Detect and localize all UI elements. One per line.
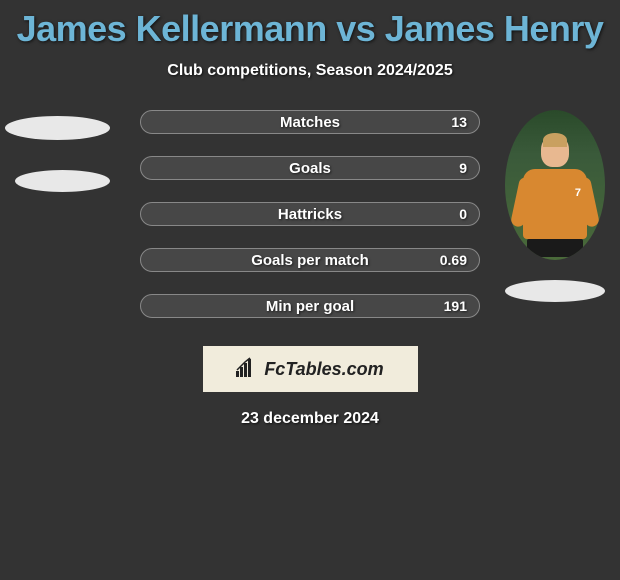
stat-label: Hattricks [278, 206, 342, 223]
stat-rows: Matches 13 Goals 9 Hattricks 0 Goals per… [140, 110, 480, 318]
player-hair-shape [543, 133, 567, 147]
stats-area: Matches 13 Goals 9 Hattricks 0 Goals per… [0, 110, 620, 318]
comparison-card: James Kellermann vs James Henry Club com… [0, 0, 620, 580]
left-player-placeholder [5, 116, 110, 222]
player-torso-shape: 7 [523, 169, 587, 239]
right-player-area: 7 [505, 110, 605, 302]
page-title: James Kellermann vs James Henry [17, 8, 604, 50]
stat-label: Min per goal [266, 298, 354, 315]
player-photo: 7 [505, 110, 605, 260]
player-illustration: 7 [515, 135, 595, 255]
logo-box[interactable]: FcTables.com [203, 346, 418, 392]
player-arm-shape [576, 176, 600, 228]
date-text: 23 december 2024 [241, 410, 379, 428]
chart-icon [236, 357, 258, 382]
jersey-number: 7 [575, 187, 581, 199]
ellipse-shape [5, 116, 110, 140]
stat-row-goals: Goals 9 [140, 156, 480, 180]
stat-row-min-per-goal: Min per goal 191 [140, 294, 480, 318]
player-shorts-shape [527, 239, 583, 257]
logo-text: FcTables.com [264, 359, 383, 380]
stat-row-hattricks: Hattricks 0 [140, 202, 480, 226]
ellipse-shape [505, 280, 605, 302]
subtitle: Club competitions, Season 2024/2025 [167, 62, 452, 80]
stat-label: Goals [289, 160, 331, 177]
stat-value: 191 [444, 298, 467, 314]
stat-value: 13 [451, 114, 467, 130]
player-head-shape [541, 135, 569, 167]
stat-value: 0 [459, 206, 467, 222]
stat-value: 0.69 [440, 252, 467, 268]
stat-label: Matches [280, 114, 340, 131]
ellipse-shape [15, 170, 110, 192]
stat-row-matches: Matches 13 [140, 110, 480, 134]
stat-row-goals-per-match: Goals per match 0.69 [140, 248, 480, 272]
stat-value: 9 [459, 160, 467, 176]
player-arm-shape [510, 176, 534, 228]
stat-label: Goals per match [251, 252, 369, 269]
